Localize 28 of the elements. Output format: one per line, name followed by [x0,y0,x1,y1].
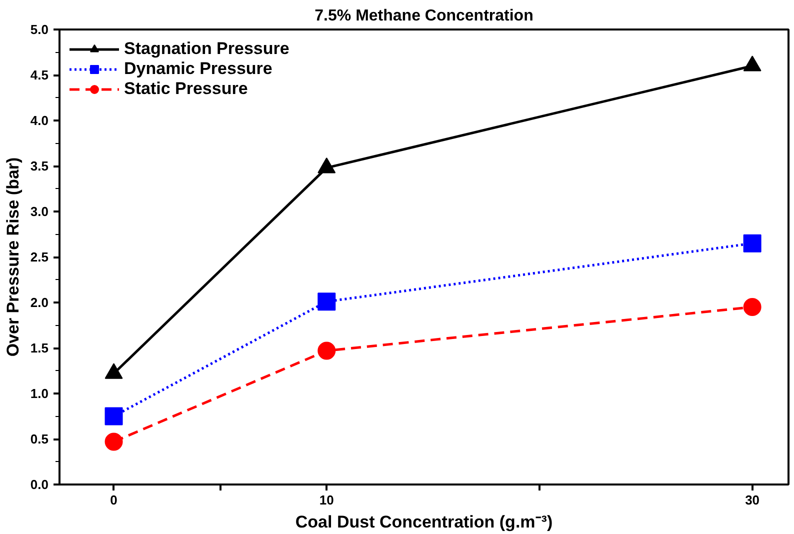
point [743,56,762,72]
y-tick-label: 3.5 [30,158,49,174]
legend-label: Stagnation Pressure [124,39,290,59]
point [743,234,762,252]
point [318,158,336,174]
y-tick-label: 0.0 [30,477,49,492]
point [318,292,336,311]
y-tick-label: 2.0 [30,295,49,310]
x-tick-label: 10 [319,492,334,508]
y-tick-label: 2.5 [30,250,49,264]
y-axis-title: Over Pressure Rise (bar) [3,157,22,357]
y-tick-label: 1.0 [30,386,49,401]
point [743,298,762,316]
y-tick-label: 4.5 [30,68,49,82]
chart-title: 7.5% Methane Concentration [314,8,534,24]
y-tick-label: 3.0 [30,204,49,219]
y-tick-label: 4.0 [30,113,49,128]
point [104,407,123,426]
point [318,342,336,360]
y-tick-label: 1.5 [30,340,49,356]
legend-label: Dynamic Pressure [124,59,272,79]
x-axis-title: Coal Dust Concentration (g.m⁻³) [295,512,553,532]
y-tick-label: 0.5 [30,432,49,446]
x-tick-label: 0 [110,492,118,508]
point [104,432,123,451]
y-tick-label: 5.0 [30,22,49,37]
x-tick-label: 30 [745,492,760,508]
legend-label: Static Pressure [124,79,248,99]
